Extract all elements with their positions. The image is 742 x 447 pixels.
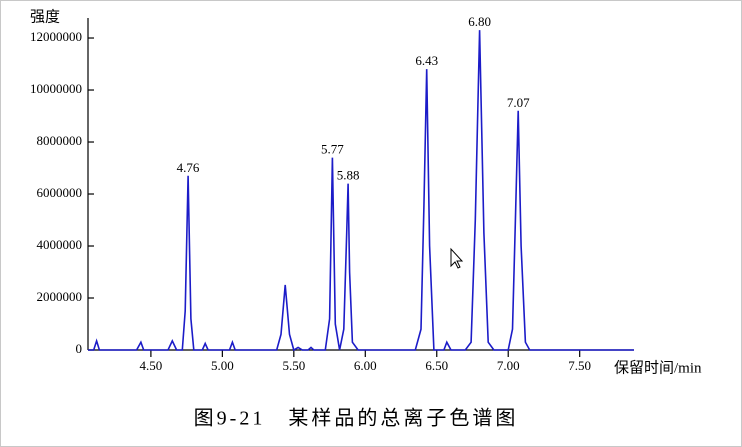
x-tick-label: 6.00 bbox=[354, 358, 377, 373]
y-tick-label: 8000000 bbox=[37, 133, 83, 148]
peak-label: 6.43 bbox=[415, 53, 438, 68]
peak-label: 4.76 bbox=[177, 160, 200, 175]
x-tick-label: 5.00 bbox=[211, 358, 234, 373]
y-axis-label: 强度 bbox=[30, 8, 60, 25]
x-axis-label: 保留时间/min bbox=[614, 359, 702, 376]
x-tick-label: 4.50 bbox=[140, 358, 163, 373]
cursor bbox=[450, 247, 464, 269]
y-tick-label: 0 bbox=[76, 341, 83, 356]
tic-line bbox=[88, 30, 634, 352]
peak-label: 6.80 bbox=[468, 14, 491, 29]
x-tick-label: 7.00 bbox=[497, 358, 520, 373]
y-tick-label: 4000000 bbox=[37, 237, 83, 252]
y-tick-label: 10000000 bbox=[30, 81, 82, 96]
peak-label: 5.77 bbox=[321, 142, 344, 157]
peak-label: 7.07 bbox=[507, 95, 530, 110]
x-tick-label: 5.50 bbox=[282, 358, 305, 373]
peak-label: 5.88 bbox=[337, 168, 360, 183]
x-tick-label: 6.50 bbox=[425, 358, 448, 373]
y-tick-label: 2000000 bbox=[37, 289, 83, 304]
y-tick-label: 6000000 bbox=[37, 185, 83, 200]
y-tick-label: 12000000 bbox=[30, 29, 82, 44]
x-tick-label: 7.50 bbox=[568, 358, 591, 373]
caption: 图9-21 某样品的总离子色谱图 bbox=[194, 407, 519, 430]
